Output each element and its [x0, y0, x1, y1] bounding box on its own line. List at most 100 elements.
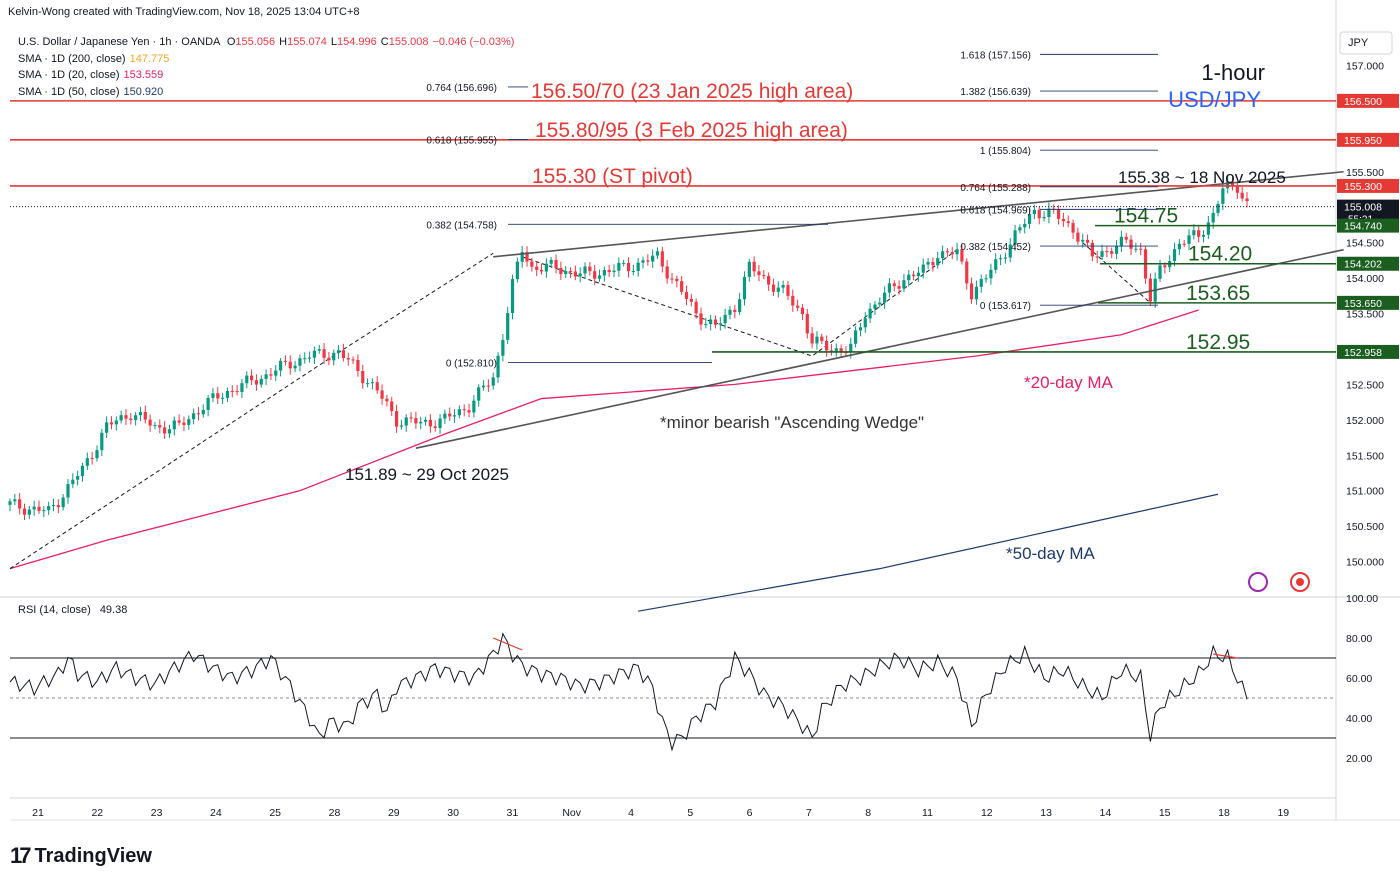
rsi-tick-label: 20.00 — [1346, 753, 1372, 765]
ohlc-change: −0.046 (−0.03%) — [432, 36, 515, 48]
support-label: 153.65 — [1186, 282, 1250, 305]
candle-body — [617, 262, 621, 271]
candles — [8, 175, 1249, 521]
candle-body — [680, 281, 684, 292]
candle-body — [1134, 248, 1138, 250]
candle-body — [825, 340, 829, 351]
candle-body — [704, 324, 708, 326]
candle-body — [916, 272, 921, 277]
candle-body — [1100, 251, 1104, 257]
candle-body — [414, 418, 418, 424]
candle-body — [129, 418, 133, 421]
brand-name: TradingView — [34, 844, 152, 867]
candle-body — [1177, 243, 1181, 250]
candle-body — [1235, 185, 1239, 193]
candle-body — [448, 413, 452, 417]
tradingview-logo-icon: 17 — [10, 843, 32, 868]
time-tick-label: 7 — [806, 807, 812, 819]
candle-body — [1032, 209, 1036, 215]
candle-body — [786, 285, 790, 296]
price-badge-bg — [1337, 132, 1399, 147]
price-badge-text: 155.300 — [1344, 181, 1382, 193]
candle-body — [1042, 217, 1046, 219]
time-tick-label: 8 — [865, 807, 871, 819]
candle-body — [781, 285, 785, 288]
ma50-line — [638, 493, 1219, 612]
candle-body — [998, 258, 1003, 260]
candle-body — [143, 412, 147, 420]
pulse-icon[interactable] — [1248, 572, 1268, 592]
candle-body — [361, 371, 365, 384]
candle-body — [394, 411, 399, 427]
fib-label-right: 0.764 (155.288) — [960, 183, 1031, 194]
candle-body — [1056, 209, 1061, 219]
price-badge-text: 153.650 — [1344, 298, 1382, 310]
candle-body — [588, 266, 592, 272]
candle-body — [955, 249, 959, 255]
candle-body — [163, 427, 167, 434]
candle-body — [646, 260, 650, 262]
candle-body — [109, 422, 114, 425]
rsi-legend[interactable]: RSI (14, close) 49.38 — [18, 604, 127, 616]
candle-body — [71, 479, 75, 485]
candle-body — [1192, 230, 1196, 236]
candle-body — [752, 261, 756, 272]
price-tick-label: 152.000 — [1346, 415, 1384, 427]
price-tick-label: 151.000 — [1346, 486, 1384, 498]
currency-label: JPY — [1348, 37, 1369, 49]
candle-body — [878, 302, 882, 305]
candle-body — [8, 501, 12, 505]
tradingview-logo[interactable]: 17 TradingView — [10, 843, 152, 869]
candle-body — [1037, 209, 1041, 219]
candle-body — [723, 314, 727, 324]
candle-body — [462, 409, 466, 411]
sma-row[interactable]: SMA · 1D (20, close) 153.559 — [18, 67, 514, 84]
candle-body — [1197, 230, 1201, 237]
sma-label: SMA · 1D (20, close) — [18, 69, 120, 81]
rsi-value: 49.38 — [99, 604, 128, 616]
candle-body — [278, 360, 283, 371]
projection-dashed-line — [1082, 242, 1151, 304]
candle-body — [728, 309, 732, 315]
candle-body — [250, 375, 254, 381]
time-tick-label: 5 — [687, 807, 693, 819]
resistance-label: 156.50/70 (23 Jan 2025 high area) — [531, 80, 853, 103]
candle-body — [535, 266, 539, 270]
candle-body — [810, 333, 814, 344]
candle-body — [47, 506, 51, 511]
price-badge-bg — [1337, 256, 1399, 271]
time-tick-label: 23 — [151, 807, 163, 819]
sma-row[interactable]: SMA · 1D (50, close) 150.920 — [18, 84, 514, 101]
candle-body — [158, 425, 162, 428]
record-icon[interactable] — [1290, 572, 1310, 592]
candle-body — [423, 419, 428, 422]
sma-row[interactable]: SMA · 1D (200, close) 147.775 — [18, 51, 514, 68]
candle-body — [56, 505, 60, 508]
candle-body — [950, 252, 954, 255]
time-tick-label: 31 — [507, 807, 519, 819]
ohlc-l: L154.996 — [330, 36, 377, 48]
price-badge: 156.500 — [1337, 93, 1399, 108]
candle-body — [380, 390, 384, 399]
currency-button[interactable] — [1339, 31, 1393, 55]
time-tick-label: 28 — [329, 807, 341, 819]
candle-body — [689, 298, 693, 302]
candle-body — [733, 309, 737, 313]
candle-body — [1226, 181, 1230, 189]
candle-body — [631, 271, 635, 273]
candle-body — [568, 270, 573, 272]
candle-body — [713, 319, 718, 325]
candle-body — [1061, 218, 1065, 222]
candle-body — [259, 378, 263, 385]
symbol-row[interactable]: U.S. Dollar / Japanese Yen · 1h · OANDA … — [18, 34, 514, 51]
price-badge-bg — [1337, 295, 1399, 310]
price-badge-bg — [1337, 218, 1399, 233]
candle-body — [390, 401, 394, 412]
candle-body — [486, 385, 490, 387]
symbol-name[interactable]: U.S. Dollar / Japanese Yen · 1h · OANDA — [18, 36, 220, 48]
candle-body — [80, 465, 85, 477]
candle-body — [757, 271, 761, 276]
time-tick-label: 18 — [1218, 807, 1230, 819]
candle-body — [201, 409, 205, 415]
